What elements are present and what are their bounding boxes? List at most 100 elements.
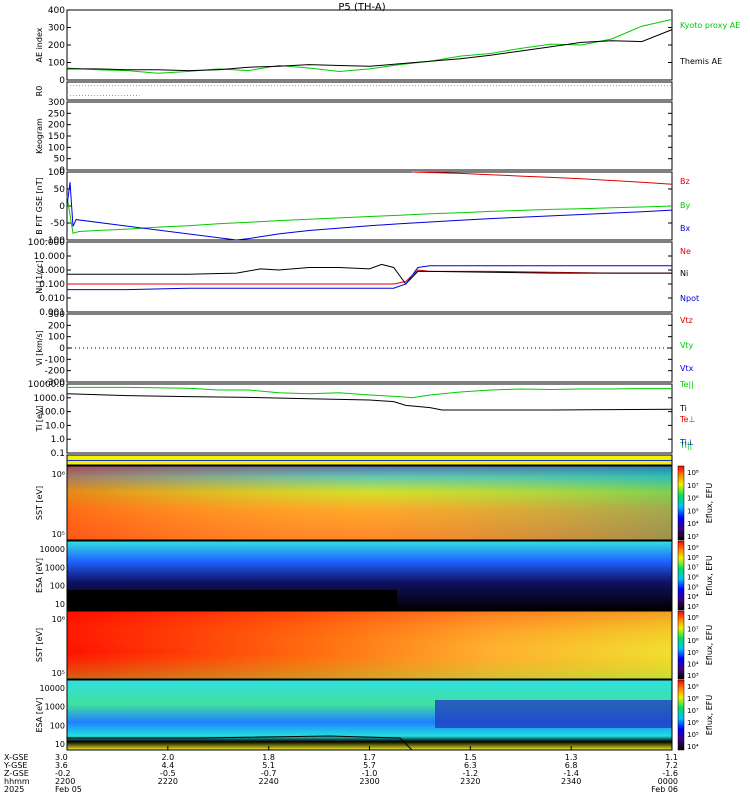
y-tick-label: 10.000 (34, 252, 66, 262)
x-tick-label: 2320 (460, 777, 480, 786)
y-axis-label: Vi [km/s] (35, 330, 44, 366)
legend-entry: Bx (680, 224, 690, 233)
x-tick-label: Feb 05 (55, 785, 82, 794)
colorbar-tick-label: 10⁸ (687, 614, 699, 622)
x-tick-label: 0000 (658, 777, 678, 786)
y-axis-label: ESA [eV] (35, 698, 44, 733)
y-tick-label: 200 (48, 41, 65, 51)
colorbar-tick-label: 10⁸ (687, 554, 699, 562)
panel-1-frame (66, 81, 673, 101)
colorbar-tick-label: 10⁶ (687, 719, 699, 727)
y-tick-label: 250 (48, 109, 65, 119)
y-tick-label: 100 (48, 143, 65, 153)
y-tick-label: 100.0 (39, 408, 65, 418)
y-tick-label: 0 (59, 166, 65, 176)
y-tick-label: 10000 (40, 545, 65, 554)
x-tick-label: 2340 (561, 777, 581, 786)
y-tick-label: 10⁵ (52, 669, 65, 678)
colorbar-tick-label: 10⁷ (687, 626, 699, 634)
series-te-line (67, 386, 672, 399)
colorbar-tick-label: 10⁷ (687, 564, 699, 572)
colorbar-tick-label: 10⁶ (687, 495, 699, 503)
legend-entry: Ti (679, 404, 687, 413)
colorbar-gradient (677, 610, 685, 680)
x-tick-label: -0.2 (55, 769, 71, 778)
colorbar-tick-label: 10⁹ (687, 544, 699, 552)
x-axis-row-label: 2025 (4, 785, 24, 794)
series-ne-line (67, 269, 672, 285)
y-tick-label: 10 (55, 600, 65, 609)
y-tick-label: 0 (59, 76, 65, 86)
colorbar-tick-label: 10⁴ (687, 743, 699, 751)
x-tick-label: 1.8 (262, 753, 275, 762)
legend-entry: Vtx (680, 364, 694, 373)
x-tick-label: 5.7 (363, 761, 376, 770)
y-tick-label: 150 (48, 132, 65, 142)
line-panels: 400 300 200 100 0 AE index Kyoto proxy AE Themi… (28, 6, 740, 459)
y-tick-label: 10000 (40, 684, 65, 693)
y-tick-label: 0.1 (51, 449, 65, 459)
colorbars: 10⁸ 10⁷ 10⁶ 10⁵ 10⁴ 10³ Eflux, EFU SST [eV] 10⁶ 1… (35, 465, 714, 751)
colorbar-tick-label: 10⁴ (687, 660, 699, 668)
x-tick-label: 2300 (359, 777, 379, 786)
y-tick-label: 0.100 (39, 280, 65, 290)
series-bx-line (66, 182, 673, 241)
y-tick-label: 400 (48, 6, 65, 16)
x-tick-label: -1.4 (563, 769, 579, 778)
y-axis-label: R0 (35, 86, 44, 97)
y-axis-label: B FIT GSE [nT] (35, 177, 44, 235)
panel-6: 10000.0 1000.0 100.0 10.0 1.0 0.1 Ti [eV] Te|| T… (28, 380, 696, 459)
y-axis-label: Ti [eV] (35, 405, 44, 432)
colorbar-tick-label: 10⁵ (687, 507, 699, 515)
x-tick-label: 2200 (55, 777, 75, 786)
legend-entry: Themis AE (679, 57, 722, 66)
y-tick-label: -100 (45, 355, 66, 365)
y-axis-label: AE index (35, 27, 44, 62)
panel-4: 100.000 10.000 1.000 0.100 0.010 0.001 Ni [1/c… (28, 238, 699, 318)
x-tick-label: 1.1 (665, 753, 678, 762)
panel-4-frame (66, 241, 673, 313)
y-tick-label: 1.0 (51, 435, 66, 445)
y-tick-label: -200 (45, 367, 66, 377)
y-tick-label: 0 (59, 202, 65, 212)
legend-entry: Te|| (679, 380, 694, 389)
y-tick-label: 10000.0 (28, 380, 65, 390)
legend-entry: Vtz (680, 316, 693, 325)
legend-entry: Bz (680, 177, 690, 186)
legend-entry: Ni (680, 269, 688, 278)
y-tick-label: 0.010 (39, 294, 65, 304)
x-tick-label: 3.6 (55, 761, 68, 770)
x-tick-label: -1.0 (362, 769, 378, 778)
y-tick-label: 10⁶ (52, 615, 65, 624)
spectrogram-panels (66, 454, 673, 751)
colorbar-tick-label: 10⁹ (687, 683, 699, 691)
colorbar-gradient (677, 540, 685, 611)
x-tick-label: 6.3 (464, 761, 477, 770)
legend-entry: Ti|| (679, 441, 692, 450)
x-tick-label: 7.2 (665, 761, 678, 770)
colorbar-tick-label: 10⁶ (687, 574, 699, 582)
y-axis-label: Ni [1/cc] (35, 260, 44, 294)
colorbar-tick-label: 10⁷ (687, 482, 699, 490)
panel-2-frame (66, 101, 673, 171)
series-bz-line (411, 171, 673, 185)
legend-entry: Kyoto proxy AE (680, 21, 740, 30)
colorbar-tick-label: 10⁸ (687, 469, 699, 477)
y-axis-label: SST [eV] (35, 628, 44, 662)
y-tick-label: 100 (50, 721, 65, 730)
x-tick-label: 1.3 (565, 753, 578, 762)
y-tick-label: 1000 (45, 703, 65, 712)
x-tick-label: 4.4 (161, 761, 174, 770)
colorbar-label: Eflux, EFU (705, 483, 714, 524)
colorbar-tick-label: 10³ (687, 533, 699, 541)
x-tick-label: -0.5 (160, 769, 176, 778)
series-themisae-line (67, 29, 673, 72)
y-tick-label: 100 (50, 582, 65, 591)
y-tick-label: 300 (48, 98, 65, 108)
colorbar-tick-label: 10⁸ (687, 695, 699, 703)
y-tick-label: 300 (48, 24, 65, 34)
